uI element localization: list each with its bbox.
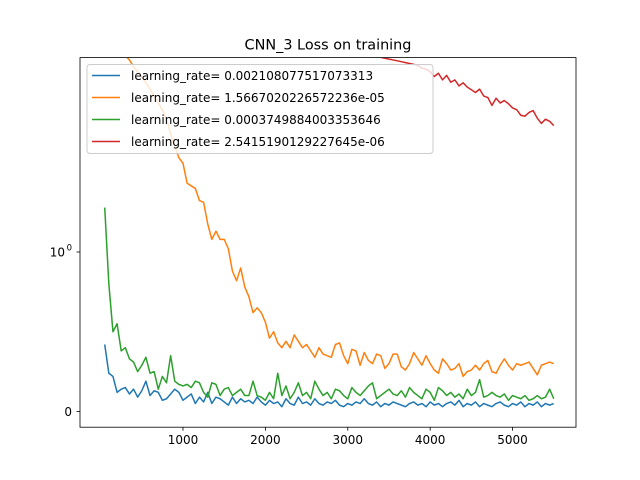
x-tick-label: 5000 [497,433,528,447]
series-line-3 [103,207,555,402]
y-tick-label: 10 [50,246,65,260]
series-line-4 [377,57,555,127]
axes-frame [79,57,577,428]
legend: learning_rate= 0.002108077517073313 learn… [86,64,434,154]
x-tick-label: 2000 [250,433,281,447]
x-tick-label: 3000 [333,433,364,447]
legend-box [86,64,434,154]
legend-label: learning_rate= 1.5667020226572236e-05 [131,91,385,105]
y-tick-exponent: 0 [67,244,72,254]
legend-label: learning_rate= 0.002108077517073313 [131,69,373,83]
y-tick-label: 0 [64,405,72,419]
series-layer [103,57,555,408]
series-line-1 [103,344,555,408]
chart-title: CNN_3 Loss on training [245,38,412,54]
x-tick-label: 1000 [168,433,199,447]
legend-label: learning_rate= 0.0003749884003353646 [131,113,381,127]
legend-label: learning_rate= 2.5415190129227645e-06 [131,135,385,149]
series-line-2 [126,57,555,378]
x-tick-label: 4000 [415,433,446,447]
